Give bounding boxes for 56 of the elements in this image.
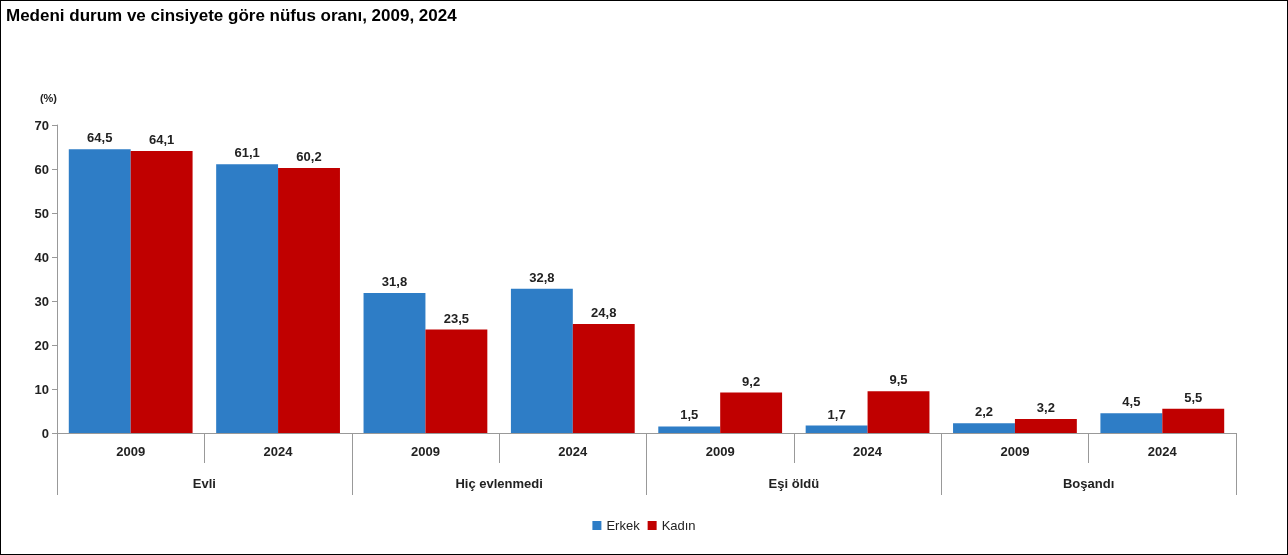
bar [658, 426, 721, 433]
text: Evli [192, 476, 216, 491]
y-tick-label: 70 [34, 117, 49, 133]
bar [425, 329, 488, 433]
bar [363, 293, 426, 433]
y-tick-label: 30 [34, 293, 49, 309]
bar [953, 423, 1015, 433]
bar [1014, 418, 1077, 433]
bar [805, 425, 868, 433]
bar [1100, 413, 1163, 433]
bar [867, 391, 930, 433]
x-tick-label: 2024 [1147, 444, 1178, 459]
bar [68, 149, 131, 433]
y-tick-label: 20 [34, 337, 49, 353]
data-label: 32,8 [529, 269, 555, 285]
y-tick-label: 0 [41, 425, 49, 441]
x-tick-label: 2009 [410, 444, 440, 459]
data-label: 31,8 [381, 274, 408, 290]
data-label: 4,5 [1122, 394, 1141, 410]
data-label: 60,2 [296, 149, 322, 165]
chart-title: Medeni durum ve cinsiyete göre nüfus oranı, 2009, 2024 [6, 6, 457, 26]
data-label: 61,1 [234, 145, 260, 161]
x-tick-label: 2009 [1000, 444, 1030, 459]
data-label: 2,2 [974, 404, 994, 420]
y-tick-label: 40 [34, 249, 49, 265]
text: Boşandı [1062, 476, 1115, 491]
y-tick-label: 50 [34, 205, 49, 221]
data-label: 3,2 [1036, 399, 1055, 415]
text: Eşi öldü [768, 476, 820, 491]
x-tick-label: 2024 [558, 444, 589, 459]
x-tick-label: 2009 [116, 444, 146, 459]
data-label: 1,5 [680, 407, 699, 423]
x-tick-label: 2024 [263, 444, 294, 459]
data-label: 24,8 [591, 304, 617, 320]
data-label: 23,5 [443, 310, 470, 326]
legend-label: Kadın [661, 518, 696, 533]
data-label: 9,5 [889, 372, 908, 388]
bar [216, 164, 279, 433]
legend-label: Erkek [606, 518, 641, 533]
bar [720, 392, 783, 433]
bar [278, 168, 340, 433]
x-tick-label: 2024 [853, 444, 883, 459]
y-axis-title: (%) [39, 91, 58, 104]
y-tick-label: 10 [34, 381, 49, 397]
data-label: 1,7 [827, 406, 846, 422]
y-tick-label: 60 [34, 161, 49, 177]
bar [572, 323, 635, 433]
data-label: 64,5 [87, 130, 113, 146]
data-label: 64,1 [148, 131, 175, 147]
data-label: 9,2 [742, 373, 761, 389]
bar [130, 150, 193, 433]
bar [510, 288, 573, 433]
bar [1162, 408, 1225, 433]
data-label: 5,5 [1184, 389, 1203, 405]
text: Hiç evlenmedi [455, 476, 543, 491]
x-tick-label: 2009 [705, 444, 735, 459]
